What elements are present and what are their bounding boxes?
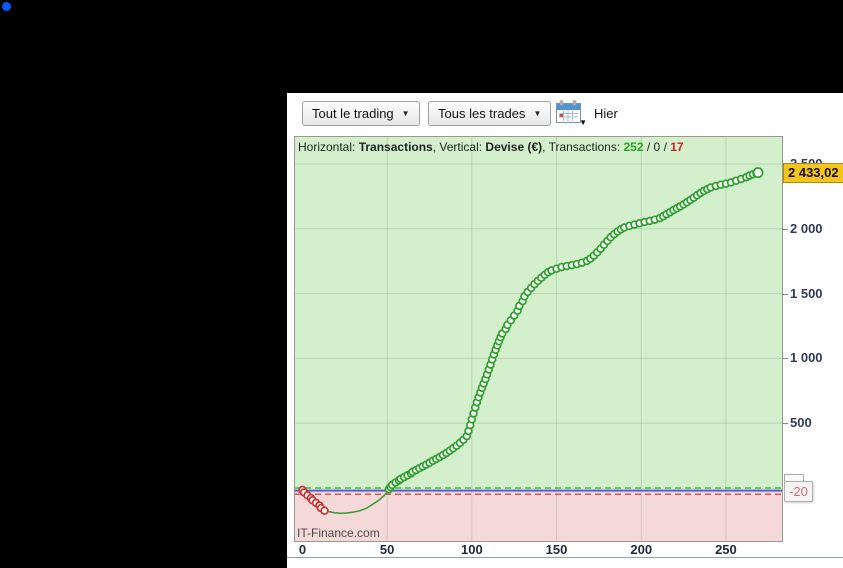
equity-point — [320, 506, 329, 515]
panel-divider — [287, 557, 843, 558]
gridlines — [295, 137, 782, 541]
header-horizontal-value: Transactions — [358, 140, 433, 154]
x-tick-label: 0 — [298, 542, 307, 557]
level-badge: -20 — [784, 480, 813, 502]
chevron-down-icon: ▼ — [533, 109, 542, 118]
equity-curve-svg — [295, 137, 782, 541]
trading-scope-dropdown[interactable]: Tout le trading ▼ — [302, 101, 420, 126]
transactions-won-count: 252 — [623, 140, 644, 154]
x-tick-label: 100 — [460, 542, 483, 557]
y-tickmark — [782, 293, 788, 295]
equity-chart[interactable]: Horizontal: Transactions, Vertical: Devi… — [294, 136, 783, 542]
header-vertical-value: Devise (€) — [485, 140, 543, 154]
y-tick-label: 500 — [790, 415, 812, 431]
header-horizontal-label: Horizontal: — [298, 140, 359, 154]
y-tick-label: 1 500 — [790, 285, 823, 301]
equity-point — [752, 167, 764, 179]
trading-scope-label: Tout le trading — [312, 106, 394, 121]
trades-filter-dropdown[interactable]: Tous les trades ▼ — [428, 101, 552, 126]
header-slash: / — [660, 140, 671, 154]
calendar-day-label: Hier — [594, 106, 618, 121]
header-transactions-label: , Transactions: — [542, 140, 624, 154]
trade-markers — [298, 167, 764, 515]
trades-filter-label: Tous les trades — [438, 106, 526, 121]
y-tickmark — [782, 358, 788, 360]
header-vertical-label: , Vertical: — [432, 140, 486, 154]
transactions-neutral-count: 0 — [653, 140, 661, 154]
chevron-down-icon: ▼ — [579, 118, 587, 127]
x-tick-label: 200 — [630, 542, 653, 557]
negative-region — [295, 490, 782, 541]
calendar-icon — [556, 100, 581, 123]
calendar-picker-button[interactable]: ▼ — [555, 99, 587, 129]
header-slash: / — [643, 140, 654, 154]
status-dot — [2, 2, 11, 11]
toolbar: Tout le trading ▼ Tous les trades ▼ ▼ Hi… — [287, 93, 843, 135]
watermark: IT-Finance.com — [297, 526, 380, 540]
x-tick-label: 150 — [545, 542, 568, 557]
transactions-lost-count: 17 — [670, 140, 684, 154]
y-tick-label: 1 000 — [790, 350, 823, 366]
chevron-down-icon: ▼ — [401, 109, 410, 118]
current-value-badge: 2 433,02 — [783, 162, 843, 183]
y-tickmark — [782, 228, 788, 230]
y-tickmark — [782, 423, 788, 425]
trading-report-panel: Tout le trading ▼ Tous les trades ▼ ▼ Hi… — [287, 93, 843, 568]
x-tick-label: 50 — [379, 542, 395, 557]
x-tick-label: 250 — [715, 542, 737, 557]
chart-header: Horizontal: Transactions, Vertical: Devi… — [298, 140, 684, 154]
level-lines — [295, 487, 782, 495]
y-tick-label: 2 000 — [790, 220, 823, 236]
